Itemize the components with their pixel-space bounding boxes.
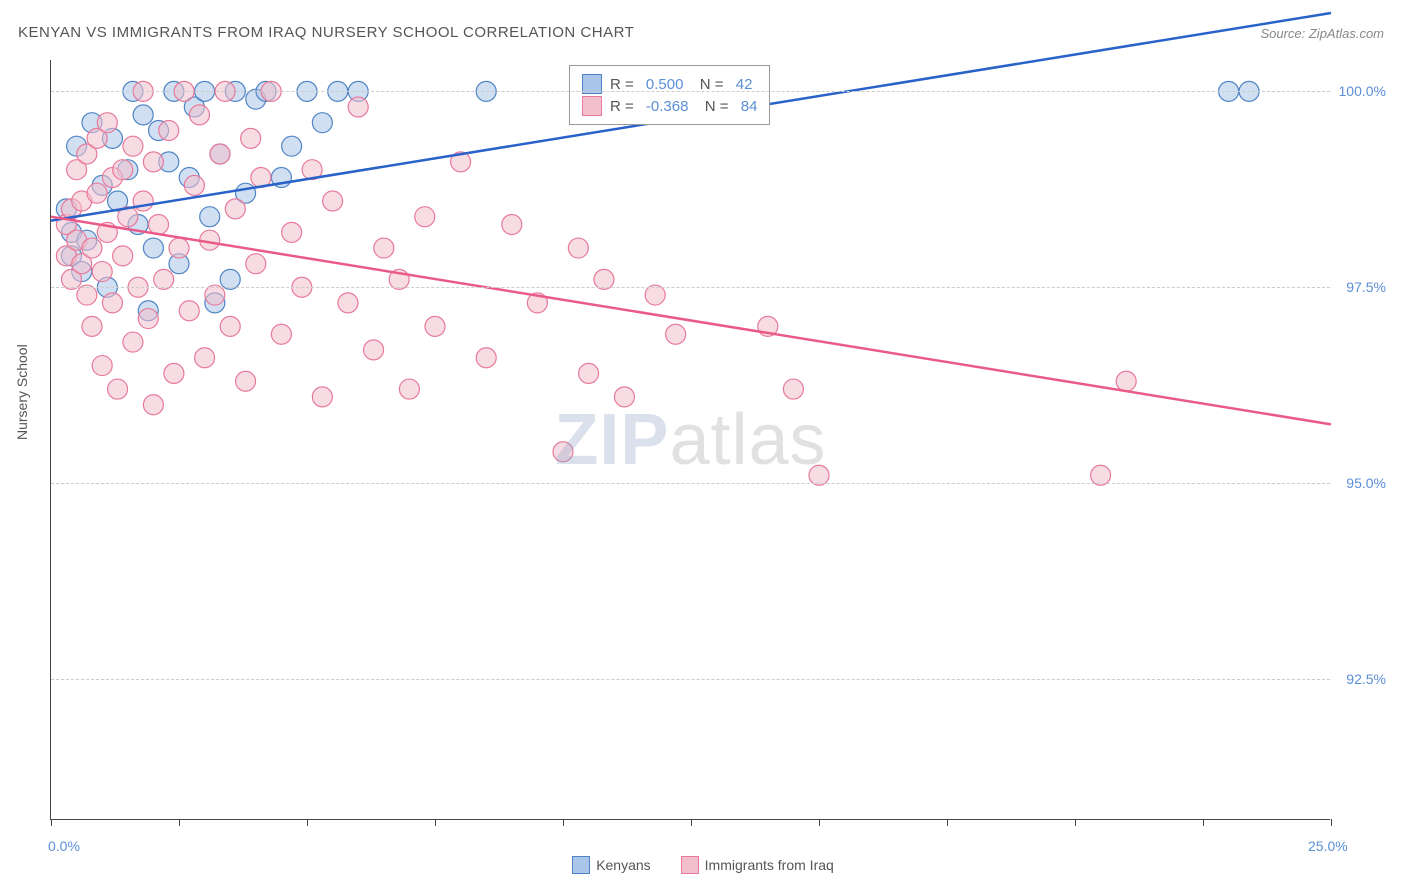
scatter-point <box>113 160 133 180</box>
scatter-point <box>133 105 153 125</box>
scatter-point <box>189 105 209 125</box>
x-tick <box>1331 819 1332 826</box>
legend-item: Kenyans <box>572 856 650 874</box>
scatter-point <box>348 97 368 117</box>
x-tick <box>1203 819 1204 826</box>
x-tick <box>691 819 692 826</box>
scatter-point <box>92 356 112 376</box>
chart-title: KENYAN VS IMMIGRANTS FROM IRAQ NURSERY S… <box>18 24 634 41</box>
scatter-point <box>184 175 204 195</box>
scatter-point <box>210 144 230 164</box>
scatter-point <box>338 293 358 313</box>
scatter-point <box>399 379 419 399</box>
stat-r-label: R = <box>610 98 638 115</box>
scatter-point <box>123 136 143 156</box>
x-axis-min-label: 0.0% <box>48 838 80 854</box>
scatter-point <box>143 238 163 258</box>
scatter-point <box>246 254 266 274</box>
scatter-plot-svg <box>51 60 1330 819</box>
scatter-point <box>241 128 261 148</box>
scatter-point <box>783 379 803 399</box>
scatter-point <box>87 183 107 203</box>
legend-label: Kenyans <box>596 857 650 873</box>
scatter-point <box>159 121 179 141</box>
stat-n-label: N = <box>691 76 727 93</box>
stat-n-value: 42 <box>736 76 753 93</box>
x-tick <box>179 819 180 826</box>
y-tick-label: 95.0% <box>1346 475 1386 491</box>
x-tick <box>819 819 820 826</box>
scatter-point <box>271 324 291 344</box>
scatter-point <box>502 215 522 235</box>
scatter-point <box>92 262 112 282</box>
x-tick <box>435 819 436 826</box>
stat-n-label: N = <box>696 98 732 115</box>
scatter-point <box>123 332 143 352</box>
scatter-point <box>179 301 199 321</box>
legend-label: Immigrants from Iraq <box>705 857 834 873</box>
y-tick-label: 100.0% <box>1339 83 1386 99</box>
x-tick <box>947 819 948 826</box>
scatter-point <box>364 340 384 360</box>
gridline <box>51 483 1330 484</box>
scatter-point <box>113 246 133 266</box>
gridline <box>51 679 1330 680</box>
scatter-point <box>169 238 189 258</box>
legend-swatch <box>572 856 590 874</box>
scatter-point <box>568 238 588 258</box>
scatter-point <box>102 293 122 313</box>
stat-r-value: 0.500 <box>646 76 684 93</box>
scatter-point <box>1116 371 1136 391</box>
scatter-point <box>149 215 169 235</box>
chart-plot-area: ZIPatlas R = 0.500 N = 42R = -0.368 N = … <box>50 60 1330 820</box>
scatter-point <box>138 309 158 329</box>
x-tick <box>307 819 308 826</box>
x-tick <box>51 819 52 826</box>
scatter-point <box>282 136 302 156</box>
scatter-point <box>164 363 184 383</box>
y-tick-label: 97.5% <box>1346 279 1386 295</box>
scatter-point <box>415 207 435 227</box>
scatter-point <box>225 199 245 219</box>
x-axis-max-label: 25.0% <box>1308 838 1348 854</box>
scatter-point <box>374 238 394 258</box>
scatter-point <box>666 324 686 344</box>
stats-swatch <box>582 96 602 116</box>
y-axis-label: Nursery School <box>14 344 30 440</box>
y-tick-label: 92.5% <box>1346 671 1386 687</box>
legend-swatch <box>681 856 699 874</box>
scatter-point <box>614 387 634 407</box>
x-tick <box>563 819 564 826</box>
scatter-point <box>323 191 343 211</box>
scatter-point <box>425 316 445 336</box>
stat-r-label: R = <box>610 76 638 93</box>
correlation-stats-box: R = 0.500 N = 42 R = -0.368 N = 84 <box>569 65 770 125</box>
scatter-point <box>312 113 332 133</box>
stat-n-value: 84 <box>741 98 758 115</box>
stat-r-value: -0.368 <box>646 98 689 115</box>
legend-item: Immigrants from Iraq <box>681 856 834 874</box>
x-tick <box>1075 819 1076 826</box>
trend-line <box>51 217 1331 425</box>
scatter-point <box>195 348 215 368</box>
legend-bottom: Kenyans Immigrants from Iraq <box>0 856 1406 874</box>
scatter-point <box>143 395 163 415</box>
scatter-point <box>312 387 332 407</box>
stats-row: R = -0.368 N = 84 <box>582 96 757 116</box>
gridline <box>51 91 1330 92</box>
scatter-point <box>553 442 573 462</box>
scatter-point <box>579 363 599 383</box>
scatter-point <box>200 207 220 227</box>
scatter-point <box>220 316 240 336</box>
scatter-point <box>82 238 102 258</box>
scatter-point <box>108 379 128 399</box>
gridline <box>51 287 1330 288</box>
scatter-point <box>282 222 302 242</box>
scatter-point <box>236 371 256 391</box>
scatter-point <box>97 113 117 133</box>
scatter-point <box>476 348 496 368</box>
scatter-point <box>143 152 163 172</box>
scatter-point <box>82 316 102 336</box>
source-attribution: Source: ZipAtlas.com <box>1260 26 1384 41</box>
